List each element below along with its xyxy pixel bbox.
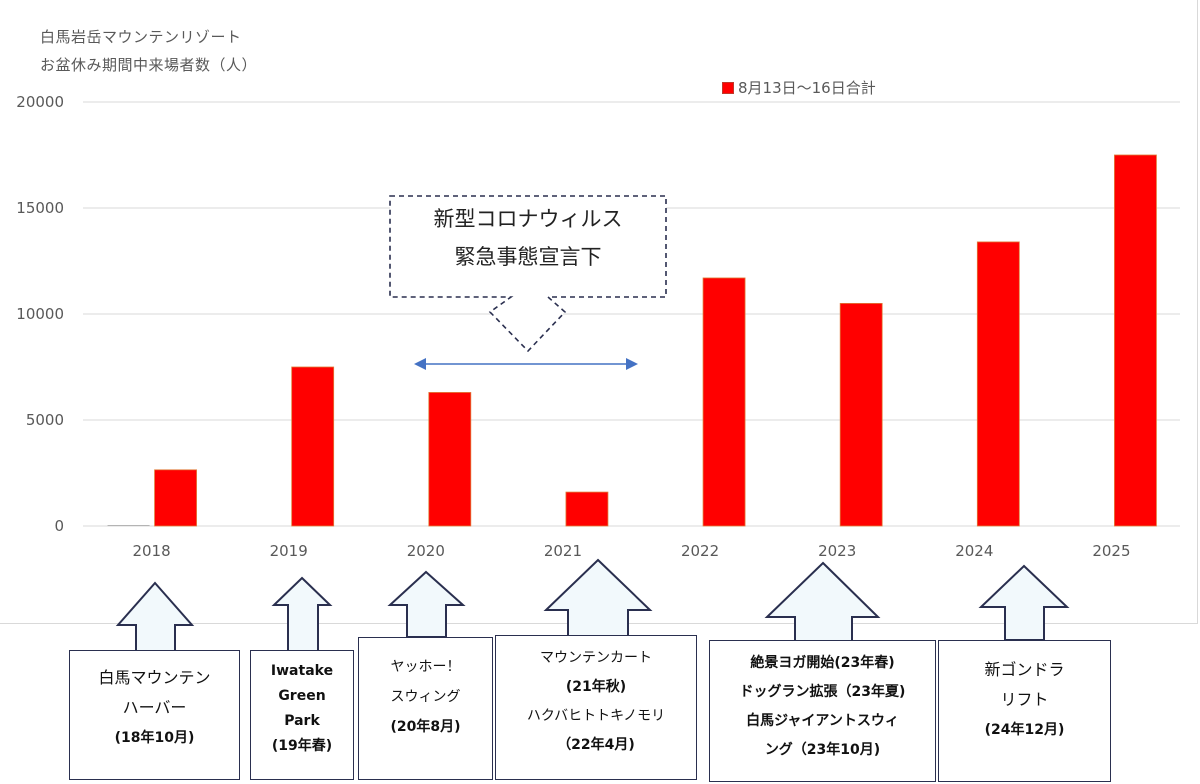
chart-title-line-2: お盆休み期間中来場者数（人） xyxy=(40,56,258,74)
ann-6-line-2: リフト xyxy=(1000,690,1049,709)
x-tick-label-2022: 2022 xyxy=(681,542,719,560)
annotation-box-5: 絶景ヨガ開始(23年春) ドッグラン拡張（23年夏) 白馬ジャイアントスウィ ン… xyxy=(709,640,936,782)
bar-2025 xyxy=(1114,154,1157,527)
ann-5-line-1: 絶景ヨガ開始(23年春) xyxy=(750,655,895,671)
ann-1-line-2: ハーバー xyxy=(122,698,187,717)
up-arrow-6 xyxy=(978,564,1070,641)
ann-1-line-1: 白馬マウンテン xyxy=(98,668,211,687)
x-tick-label-2021: 2021 xyxy=(544,542,582,560)
x-tick-label-2024: 2024 xyxy=(955,542,993,560)
ann-5-line-3: 白馬ジャイアントスウィ xyxy=(746,713,899,729)
annotation-arrows xyxy=(115,558,1070,653)
annotation-box-3: ヤッホー！ スウィング (20年8月) xyxy=(358,637,493,780)
covid-callout-box xyxy=(389,195,667,353)
up-arrow-1 xyxy=(115,581,195,653)
bar-2023 xyxy=(839,302,883,527)
bar-2022 xyxy=(702,277,746,527)
up-arrow-2 xyxy=(271,576,333,653)
x-tick-label-2020: 2020 xyxy=(407,542,445,560)
up-arrow-5 xyxy=(764,561,881,643)
y-tick-label-0: 0 xyxy=(54,517,64,535)
bar-2024 xyxy=(976,241,1020,527)
y-tick-label-2: 10000 xyxy=(16,305,64,323)
y-tick-label-4: 20000 xyxy=(16,93,64,111)
ann-2-line-2: Green xyxy=(278,688,326,704)
y-tick-labels: 0 5000 10000 15000 20000 xyxy=(16,93,64,535)
annotation-box-1: 白馬マウンテン ハーバー (18年10月) xyxy=(69,650,240,780)
covid-callout-text: 新型コロナウィルス 緊急事態宣言下 xyxy=(392,200,664,276)
x-tick-label-2018: 2018 xyxy=(132,542,170,560)
ann-5-line-4: ング（23年10月) xyxy=(764,742,881,758)
bar-2019 xyxy=(291,366,335,527)
covid-period-arrow xyxy=(414,358,638,370)
ann-3-line-3: (20年8月) xyxy=(390,719,461,735)
y-tick-label-1: 5000 xyxy=(26,411,64,429)
ann-2-line-1: Iwatake xyxy=(270,663,334,679)
annotation-box-6: 新ゴンドラ リフト (24年12月) xyxy=(938,640,1111,782)
x-tick-label-2025: 2025 xyxy=(1092,542,1130,560)
bar-2020 xyxy=(428,392,472,527)
bars xyxy=(107,154,1157,527)
ann-2-line-4: (19年春) xyxy=(271,738,333,754)
covid-line-1: 新型コロナウィルス xyxy=(433,207,623,231)
legend-swatch xyxy=(722,81,734,94)
bar-2018 xyxy=(154,469,197,527)
ann-4-line-1: マウンテンカート xyxy=(540,650,652,666)
ann-1-line-3: (18年10月) xyxy=(114,730,195,746)
ann-4-line-3: ハクバヒトトキノモリ xyxy=(526,708,666,724)
x-tick-label-2019: 2019 xyxy=(270,542,308,560)
chart-title-line-1: 白馬岩岳マウンテンリゾート xyxy=(40,28,242,46)
ann-3-line-2: スウィング xyxy=(390,689,461,705)
bar-2021 xyxy=(565,491,609,527)
ann-4-line-2: (21年秋) xyxy=(565,679,627,695)
ann-2-line-3: Park xyxy=(284,713,320,729)
covid-line-2: 緊急事態宣言下 xyxy=(454,245,602,269)
annotation-box-4: マウンテンカート (21年秋) ハクバヒトトキノモリ （22年4月) xyxy=(495,635,697,780)
ann-5-line-2: ドッグラン拡張（23年夏) xyxy=(739,684,906,700)
x-tick-labels: 2018 2019 2020 2021 2022 2023 2024 2025 xyxy=(132,542,1130,560)
legend: 8月13日〜16日合計 xyxy=(722,77,876,98)
bar-secondary-2018 xyxy=(107,525,150,526)
annotation-box-2: Iwatake Green Park (19年春) xyxy=(250,650,354,780)
ann-3-line-1: ヤッホー！ xyxy=(390,659,461,675)
grid-layer xyxy=(83,101,1180,527)
y-tick-label-3: 15000 xyxy=(16,199,64,217)
up-arrow-4 xyxy=(543,558,653,638)
up-arrow-3 xyxy=(387,570,466,638)
ann-6-line-1: 新ゴンドラ xyxy=(984,660,1065,679)
legend-label: 8月13日〜16日合計 xyxy=(738,79,876,97)
x-tick-label-2023: 2023 xyxy=(818,542,856,560)
ann-6-line-3: (24年12月) xyxy=(984,722,1065,738)
ann-4-line-4: （22年4月) xyxy=(557,737,635,753)
